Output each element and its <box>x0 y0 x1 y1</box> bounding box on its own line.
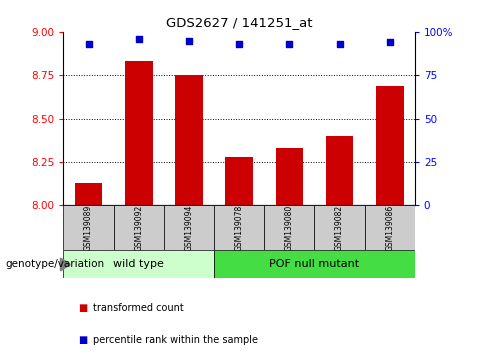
Bar <box>314 205 365 250</box>
Bar <box>125 61 153 205</box>
Title: GDS2627 / 141251_at: GDS2627 / 141251_at <box>166 16 312 29</box>
Point <box>285 41 293 47</box>
Point <box>84 41 92 47</box>
Polygon shape <box>61 258 70 271</box>
Bar <box>276 148 303 205</box>
Bar <box>75 183 102 205</box>
Bar <box>175 75 203 205</box>
Bar <box>214 250 415 278</box>
Text: percentile rank within the sample: percentile rank within the sample <box>93 335 258 345</box>
Bar <box>376 86 404 205</box>
Bar <box>63 205 114 250</box>
Text: GSM139086: GSM139086 <box>385 204 394 251</box>
Bar <box>365 205 415 250</box>
Point <box>336 41 344 47</box>
Text: GSM139092: GSM139092 <box>134 204 143 251</box>
Point <box>386 39 394 45</box>
Text: wild type: wild type <box>113 259 164 269</box>
Text: transformed count: transformed count <box>93 303 183 313</box>
Text: GSM139089: GSM139089 <box>84 204 93 251</box>
Point <box>185 38 193 44</box>
Bar <box>225 157 253 205</box>
Text: POF null mutant: POF null mutant <box>269 259 360 269</box>
Bar <box>63 250 214 278</box>
Text: ■: ■ <box>78 335 87 345</box>
Bar <box>164 205 214 250</box>
Bar <box>264 205 314 250</box>
Text: genotype/variation: genotype/variation <box>5 259 104 269</box>
Point <box>235 41 243 47</box>
Text: GSM139094: GSM139094 <box>184 204 193 251</box>
Bar <box>325 136 353 205</box>
Text: ■: ■ <box>78 303 87 313</box>
Text: GSM139080: GSM139080 <box>285 204 294 251</box>
Text: GSM139082: GSM139082 <box>335 204 344 251</box>
Bar <box>214 205 264 250</box>
Point <box>135 36 142 42</box>
Bar <box>114 205 164 250</box>
Text: GSM139078: GSM139078 <box>235 204 244 251</box>
